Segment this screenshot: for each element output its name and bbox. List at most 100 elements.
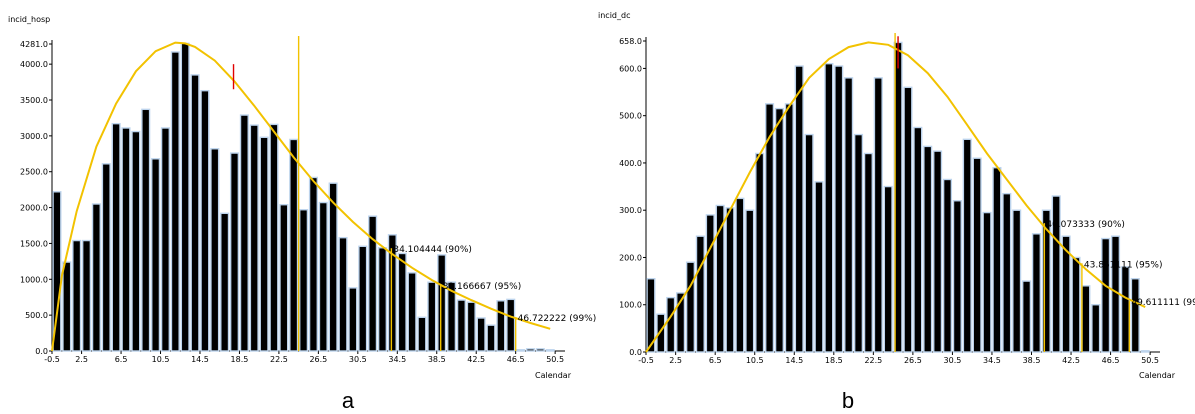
bar (368, 215, 378, 352)
x-tick-label: -0.5 (638, 356, 654, 365)
x-tick-label: 2.5 (669, 356, 682, 365)
x-tick-label: 30.5 (349, 355, 367, 364)
bar (666, 296, 676, 353)
bar (1130, 278, 1140, 353)
bar (814, 181, 824, 353)
bar (141, 108, 151, 352)
bar (299, 209, 309, 352)
bar (160, 127, 171, 352)
bar (834, 65, 844, 353)
bars (52, 42, 555, 352)
bar (1051, 195, 1061, 353)
bar (1041, 209, 1051, 353)
bar (81, 239, 92, 352)
bar (516, 349, 526, 352)
percentile-marker-label: 43.851111 (95%) (1084, 260, 1163, 270)
bar (784, 103, 794, 353)
bar (239, 114, 249, 352)
bar (873, 77, 883, 353)
y-axis-label: incid_hosp (8, 15, 50, 24)
bar (1061, 235, 1071, 353)
chart-panel-b: incid_dc Calendar b 0.0 100.0 200.0 300.0 40… (598, 11, 1195, 413)
bar (447, 281, 457, 352)
percentile-marker-label: 39.166667 (95%) (443, 282, 522, 292)
x-tick-label: 50.5 (1141, 356, 1159, 365)
bar (942, 178, 953, 353)
bar (328, 182, 338, 352)
bar (358, 245, 368, 352)
bar (705, 214, 715, 353)
bar (992, 166, 1002, 353)
bar (646, 278, 656, 353)
bar (427, 281, 437, 352)
bar (1012, 209, 1022, 353)
bar (913, 126, 923, 353)
bar (972, 157, 982, 353)
percentile-marker-label: 34.104444 (90%) (393, 245, 472, 255)
y-tick-label: 658.0 (619, 37, 642, 46)
bars (646, 41, 1150, 353)
x-tick-label: 2.5 (75, 355, 88, 364)
bar (437, 254, 447, 352)
bar (111, 122, 121, 352)
x-tick-label: 26.5 (904, 356, 922, 365)
x-tick-label: 38.5 (1023, 356, 1041, 365)
bar (387, 234, 397, 352)
bar (804, 133, 814, 353)
bar (1081, 285, 1091, 353)
y-tick-label: 2000.0 (20, 204, 48, 213)
bar (535, 348, 545, 352)
bar (377, 247, 388, 352)
bar (774, 107, 785, 353)
x-tick-label: 34.5 (388, 355, 406, 364)
panel-label: a (342, 388, 355, 413)
bar (200, 89, 210, 352)
bar (863, 152, 873, 353)
bar (1101, 237, 1111, 353)
y-tick-label: 100.0 (619, 301, 642, 310)
y-tick-label: 0.0 (35, 347, 48, 356)
y-tick-label: 600.0 (619, 64, 642, 73)
y-tick-label: 3500.0 (20, 96, 48, 105)
x-tick-label: 18.5 (825, 356, 843, 365)
bar (903, 86, 913, 353)
y-tick-label: 400.0 (619, 159, 642, 168)
bar (131, 130, 141, 352)
bar (72, 239, 82, 352)
y-tick-label: 300.0 (619, 206, 642, 215)
bar (1031, 233, 1041, 353)
bar (318, 201, 328, 352)
bar (397, 252, 407, 352)
bar (1140, 350, 1150, 353)
x-tick-label: 42.5 (1062, 356, 1080, 365)
x-tick-label: 30.5 (944, 356, 962, 365)
y-tick-label: 1500.0 (20, 239, 48, 248)
bar (765, 103, 775, 353)
bar (348, 287, 358, 352)
bar (338, 236, 348, 352)
chart-panel-a: incid_hosp Calendar a 0.0 500.0 1000.0 1500… (8, 15, 596, 413)
axes: 0.0 500.0 1000.0 1500.0 2000.0 2500.0 3000.0 35… (20, 40, 565, 364)
bar (545, 349, 555, 352)
bar (656, 313, 666, 353)
bar (1002, 192, 1012, 353)
bar (121, 127, 131, 352)
bar (844, 77, 854, 353)
bar (52, 191, 62, 352)
bar (923, 145, 933, 353)
y-tick-label: 200.0 (619, 253, 642, 262)
bar (883, 185, 893, 353)
bar (853, 133, 864, 353)
x-tick-label: 46.5 (507, 355, 525, 364)
bar (308, 176, 318, 352)
bar (695, 235, 705, 353)
bar (962, 138, 972, 353)
x-tick-label: 22.5 (864, 356, 882, 365)
bar (1120, 266, 1130, 353)
bar (486, 324, 496, 352)
bar (62, 261, 72, 352)
bar (476, 317, 486, 352)
x-tick-label: 46.5 (1102, 356, 1120, 365)
x-tick-label: 14.5 (191, 355, 209, 364)
